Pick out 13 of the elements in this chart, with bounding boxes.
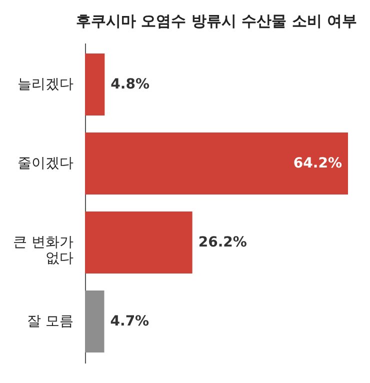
bar [85, 53, 105, 116]
bar [85, 290, 104, 353]
bar [85, 132, 348, 194]
y-tick-label: 늘리겠다 [18, 76, 74, 92]
chart-title: 후쿠시마 오염수 방류시 수산물 소비 여부 [76, 12, 358, 30]
data-label: 4.8% [110, 76, 150, 92]
data-label: 4.7% [110, 314, 150, 330]
y-tick-label: 큰 변화가 없다 [13, 234, 74, 267]
y-tick-label: 줄이겠다 [18, 155, 74, 172]
data-label: 26.2% [198, 234, 247, 251]
y-tick-label: 잘 모름 [27, 314, 74, 330]
bar [85, 212, 192, 274]
data-label: 64.2% [293, 155, 342, 172]
